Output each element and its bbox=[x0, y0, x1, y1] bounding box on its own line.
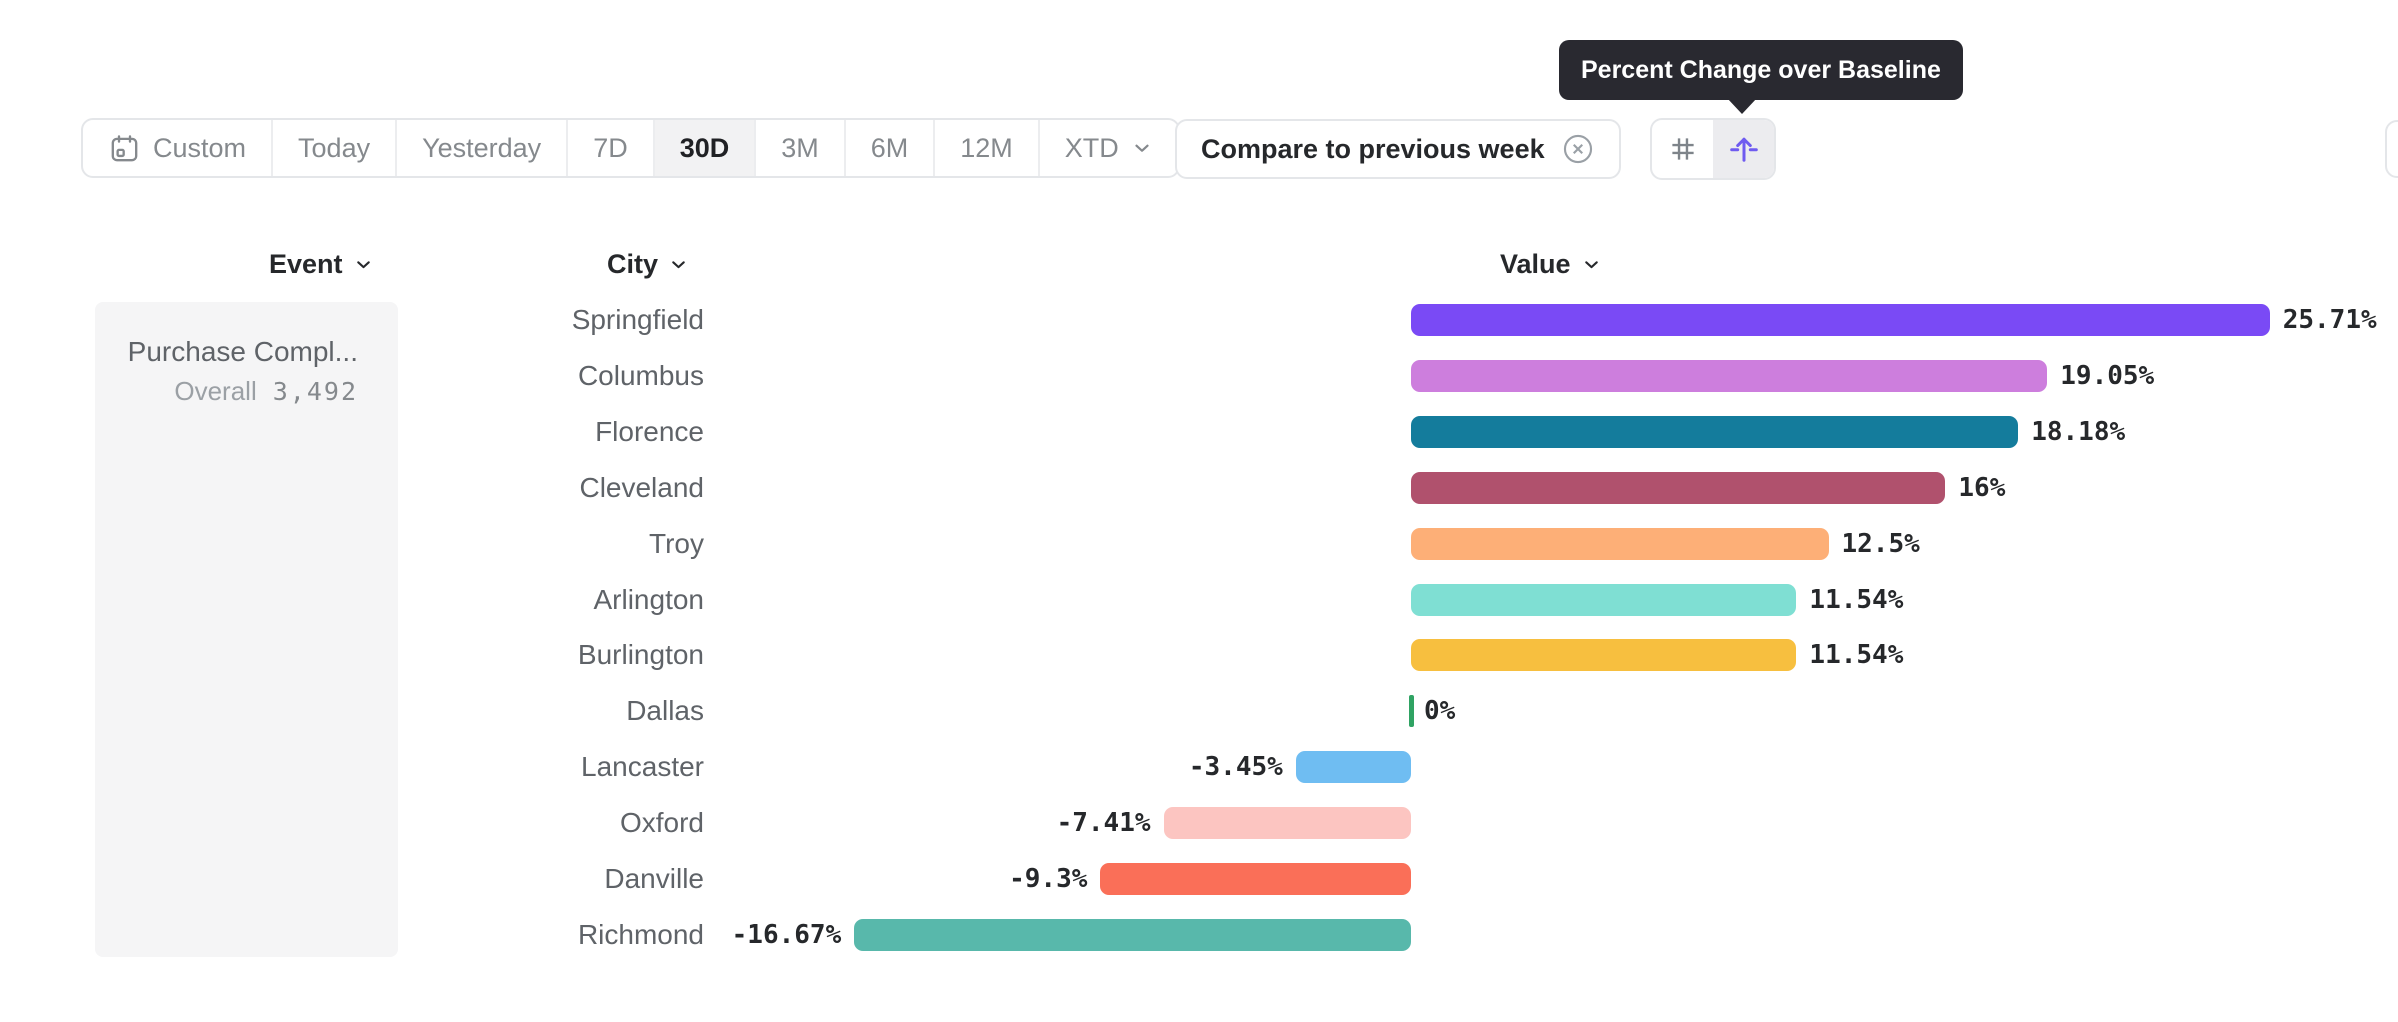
bar[interactable] bbox=[854, 918, 1411, 951]
date-preset-label: 7D bbox=[593, 132, 628, 163]
bar[interactable] bbox=[1411, 639, 1797, 672]
column-header-value[interactable]: Value bbox=[1500, 247, 1602, 281]
bar-row-label: Florence bbox=[595, 415, 704, 447]
bar[interactable] bbox=[1411, 304, 2270, 336]
overall-value: 3,492 bbox=[272, 377, 358, 406]
bar[interactable] bbox=[1163, 807, 1411, 840]
bar-value-label: -7.41% bbox=[1056, 808, 1151, 839]
tooltip-text: Percent Change over Baseline bbox=[1581, 55, 1941, 84]
bar[interactable] bbox=[1411, 471, 1946, 504]
bar-row-label: Lancaster bbox=[581, 751, 704, 783]
bar-row-label: Troy bbox=[649, 527, 704, 559]
event-overall-row: Overall 3,492 bbox=[174, 376, 358, 407]
bar[interactable] bbox=[1411, 415, 2019, 448]
value-display-toggle bbox=[1650, 118, 1776, 180]
calendar-icon bbox=[108, 132, 141, 165]
chevron-down-icon bbox=[353, 254, 374, 275]
remove-compare-icon[interactable] bbox=[1561, 132, 1595, 166]
compare-label: Compare to previous week bbox=[1201, 133, 1545, 164]
bar-row-label: Danville bbox=[604, 863, 704, 894]
date-preset-xtd[interactable]: XTD bbox=[1040, 120, 1178, 176]
bar-value-label: 18.18% bbox=[2031, 416, 2126, 447]
bar[interactable] bbox=[1411, 527, 1829, 560]
bar-value-label: 25.71% bbox=[2282, 305, 2377, 335]
chevron-down-icon bbox=[1131, 137, 1153, 159]
date-preset-30d[interactable]: 30D bbox=[654, 120, 757, 176]
bar-value-label: -3.45% bbox=[1188, 752, 1283, 783]
number-grid-icon bbox=[1666, 132, 1700, 166]
date-preset-label: 3M bbox=[781, 132, 819, 163]
date-preset-label: Yesterday bbox=[422, 132, 542, 163]
bar-value-label: 11.54% bbox=[1809, 584, 1904, 615]
date-preset-label: XTD bbox=[1064, 132, 1119, 163]
bar-value-label: 12.5% bbox=[1841, 528, 1920, 559]
date-preset-label: Custom bbox=[153, 132, 247, 163]
column-header-label: Event bbox=[269, 248, 343, 279]
bar-row-label: Columbus bbox=[577, 359, 704, 391]
bar-value-label: 16% bbox=[1958, 472, 2006, 503]
date-preset-group: Custom Today Yesterday 7D 30D 3M 6M 12M XTD bbox=[81, 118, 1180, 178]
date-preset-6m[interactable]: 6M bbox=[846, 120, 936, 176]
date-preset-label: 30D bbox=[679, 132, 730, 163]
date-preset-today[interactable]: Today bbox=[273, 120, 398, 176]
date-preset-label: Today bbox=[298, 132, 371, 163]
percent-change-baseline-icon bbox=[1726, 131, 1762, 167]
bar-row-label: Cleveland bbox=[579, 471, 704, 503]
chevron-down-icon bbox=[1581, 254, 1602, 275]
zero-tick[interactable] bbox=[1409, 695, 1414, 728]
tooltip-percent-change: Percent Change over Baseline bbox=[1559, 40, 1963, 100]
column-header-label: City bbox=[607, 248, 659, 279]
bar-row-label: Richmond bbox=[577, 918, 704, 950]
bar-row-label: Burlington bbox=[577, 639, 704, 671]
bar-row-label: Dallas bbox=[626, 695, 704, 727]
chevron-down-icon bbox=[668, 254, 689, 275]
bar[interactable] bbox=[1295, 751, 1411, 784]
tooltip-pointer bbox=[1727, 98, 1757, 114]
bar-row-label: Oxford bbox=[619, 807, 704, 839]
date-preset-7d[interactable]: 7D bbox=[568, 120, 655, 176]
bar-value-label: 0% bbox=[1424, 696, 1456, 727]
event-card[interactable]: Purchase Compl... Overall 3,492 bbox=[95, 302, 398, 957]
date-preset-3m[interactable]: 3M bbox=[756, 120, 846, 176]
bar-value-label: -16.67% bbox=[731, 919, 842, 950]
date-preset-12m[interactable]: 12M bbox=[935, 120, 1040, 176]
bar-value-label: 11.54% bbox=[1809, 640, 1904, 671]
bar-value-label: -9.3% bbox=[1009, 864, 1088, 894]
numeric-view-button[interactable] bbox=[1652, 120, 1713, 178]
percent-change-view-button[interactable] bbox=[1713, 120, 1774, 178]
bar[interactable] bbox=[1411, 583, 1797, 616]
bar[interactable] bbox=[1100, 863, 1411, 895]
event-name: Purchase Compl... bbox=[127, 336, 358, 367]
column-header-label: Value bbox=[1500, 248, 1571, 279]
compare-button[interactable]: Compare to previous week bbox=[1175, 119, 1621, 179]
column-header-event[interactable]: Event bbox=[269, 247, 374, 281]
column-header-city[interactable]: City bbox=[607, 247, 689, 281]
date-preset-yesterday[interactable]: Yesterday bbox=[397, 120, 569, 176]
clipped-edge-button[interactable] bbox=[2385, 120, 2398, 178]
date-preset-label: 6M bbox=[870, 132, 909, 163]
bar-value-label: 19.05% bbox=[2060, 360, 2155, 391]
bar[interactable] bbox=[1411, 359, 2048, 392]
date-preset-custom[interactable]: Custom bbox=[83, 120, 274, 176]
date-preset-label: 12M bbox=[960, 132, 1013, 163]
bar-row-label: Springfield bbox=[571, 304, 704, 335]
bar-row-label: Arlington bbox=[593, 583, 704, 615]
overall-label: Overall bbox=[174, 376, 257, 406]
